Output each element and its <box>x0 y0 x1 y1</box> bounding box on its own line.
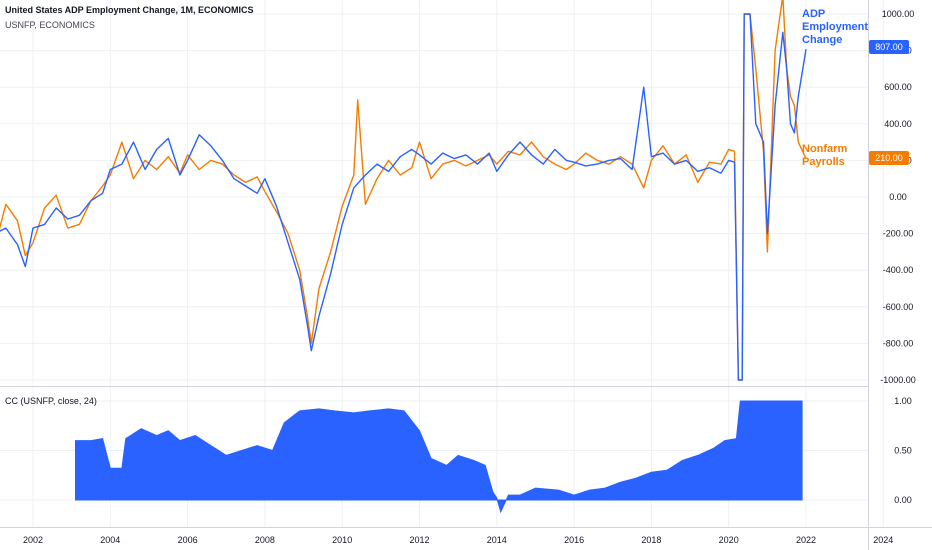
x-tick-label: 2008 <box>255 535 275 545</box>
nfp-series-label: Nonfarm Payrolls <box>802 143 848 168</box>
nfp-last-value-tag: 210.00 <box>869 151 909 165</box>
y-tick-label: -200.00 <box>883 229 914 239</box>
x-tick-label: 2004 <box>100 535 120 545</box>
x-tick-label: 2002 <box>23 535 43 545</box>
chart-title[interactable]: United States ADP Employment Change, 1M,… <box>5 5 254 15</box>
y-tick-label: -400.00 <box>883 265 914 275</box>
x-tick-label: 2010 <box>332 535 352 545</box>
y-tick-label: -1000.00 <box>880 375 916 385</box>
adp-series-label: ADP Employment Change <box>802 8 869 46</box>
price-lines <box>0 0 807 381</box>
x-tick-label: 2020 <box>719 535 739 545</box>
adp-last-value-tag: 807.00 <box>869 40 909 54</box>
indicator-tick-label: 0.00 <box>894 495 912 505</box>
x-tick-label: 2006 <box>178 535 198 545</box>
time-axis[interactable]: 2002 2004 2006 2008 2010 2012 2014 2016 2018 2020… <box>23 535 893 545</box>
correlation-area <box>75 400 803 514</box>
y-tick-label: 0.00 <box>889 192 907 202</box>
x-tick-label: 2024 <box>873 535 893 545</box>
y-tick-label: 600.00 <box>884 82 912 92</box>
indicator-title[interactable]: CC (USNFP, close, 24) <box>5 396 97 406</box>
y-tick-label: 1000.00 <box>882 9 915 19</box>
cc-area-path <box>75 400 803 514</box>
y-tick-label: -600.00 <box>883 302 914 312</box>
x-tick-label: 2016 <box>564 535 584 545</box>
indicator-tick-label: 0.50 <box>894 446 912 456</box>
x-tick-label: 2014 <box>487 535 507 545</box>
y-tick-label: 400.00 <box>884 119 912 129</box>
x-tick-label: 2022 <box>796 535 816 545</box>
grid-lines <box>0 0 884 527</box>
indicator-tick-label: 1.00 <box>894 396 912 406</box>
price-axis[interactable]: 1000.00800.00600.00400.00200.000.00-200.… <box>880 9 916 385</box>
indicator-axis[interactable]: 1.00 0.50 0.00 <box>894 396 912 505</box>
adp-line <box>0 13 807 381</box>
nfp-line <box>0 0 807 381</box>
overlay-symbol[interactable]: USNFP, ECONOMICS <box>5 20 95 30</box>
x-tick-label: 2018 <box>641 535 661 545</box>
y-tick-label: -800.00 <box>883 338 914 348</box>
x-tick-label: 2012 <box>409 535 429 545</box>
